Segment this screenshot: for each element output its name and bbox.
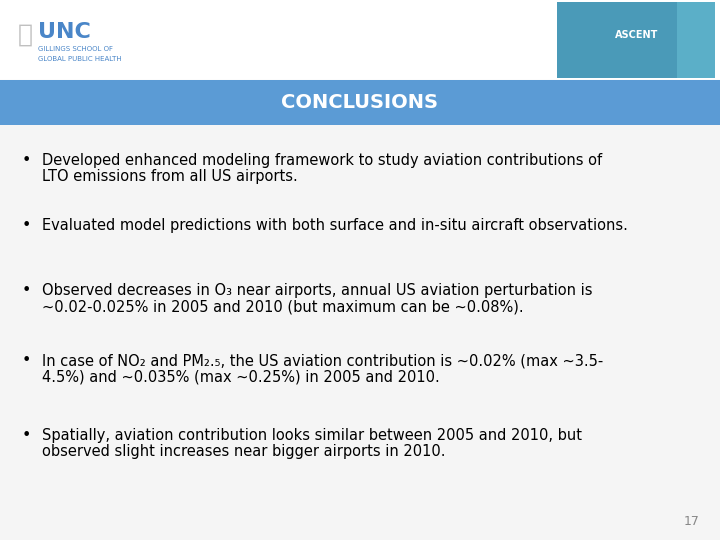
Text: Spatially, aviation contribution looks similar between 2005 and 2010, but: Spatially, aviation contribution looks s… <box>42 428 582 443</box>
Text: Developed enhanced modeling framework to study aviation contributions of: Developed enhanced modeling framework to… <box>42 153 602 168</box>
Text: •: • <box>22 218 32 233</box>
Bar <box>0 0 720 80</box>
Bar <box>557 2 715 78</box>
Text: •: • <box>22 153 32 168</box>
Bar <box>0 80 720 125</box>
Text: Observed decreases in O₃ near airports, annual US aviation perturbation is: Observed decreases in O₃ near airports, … <box>42 283 593 298</box>
Text: LTO emissions from all US airports.: LTO emissions from all US airports. <box>42 169 298 184</box>
Text: GILLINGS SCHOOL OF: GILLINGS SCHOOL OF <box>38 46 113 52</box>
Bar <box>0 125 720 540</box>
Text: ⬛: ⬛ <box>18 23 33 47</box>
Text: ~0.02-0.025% in 2005 and 2010 (but maximum can be ~0.08%).: ~0.02-0.025% in 2005 and 2010 (but maxim… <box>42 299 523 314</box>
Text: •: • <box>22 428 32 443</box>
Text: In case of NO₂ and PM₂.₅, the US aviation contribution is ~0.02% (max ~3.5-: In case of NO₂ and PM₂.₅, the US aviatio… <box>42 353 603 368</box>
Text: 4.5%) and ~0.035% (max ~0.25%) in 2005 and 2010.: 4.5%) and ~0.035% (max ~0.25%) in 2005 a… <box>42 369 440 384</box>
Text: GLOBAL PUBLIC HEALTH: GLOBAL PUBLIC HEALTH <box>38 56 122 62</box>
Text: 17: 17 <box>684 515 700 528</box>
Text: observed slight increases near bigger airports in 2010.: observed slight increases near bigger ai… <box>42 444 446 459</box>
Text: CONCLUSIONS: CONCLUSIONS <box>282 93 438 112</box>
Text: •: • <box>22 283 32 298</box>
Text: UNC: UNC <box>38 22 91 42</box>
Text: Evaluated model predictions with both surface and in-situ aircraft observations.: Evaluated model predictions with both su… <box>42 218 628 233</box>
Text: ASCENT: ASCENT <box>616 30 659 40</box>
Text: •: • <box>22 353 32 368</box>
Bar <box>557 2 677 78</box>
